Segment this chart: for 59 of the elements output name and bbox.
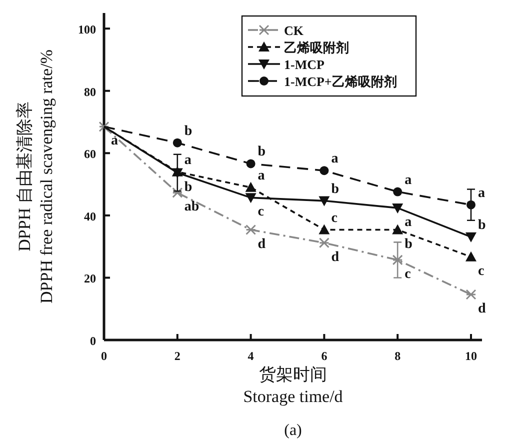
y-tick-label: 100 bbox=[78, 22, 96, 37]
point bbox=[172, 138, 182, 148]
x-tick-label: 6 bbox=[321, 349, 328, 363]
annotation: a bbox=[478, 186, 485, 201]
annotation: c bbox=[258, 204, 264, 220]
annotation: d bbox=[331, 250, 340, 265]
y-tick-label: 0 bbox=[90, 334, 96, 348]
point bbox=[245, 182, 256, 192]
point bbox=[320, 166, 329, 176]
annotation: a bbox=[404, 214, 412, 230]
point bbox=[393, 187, 402, 196]
legend-label: CK bbox=[284, 23, 304, 38]
annotation: a bbox=[111, 134, 118, 149]
legend-label: 1-MCP bbox=[284, 57, 324, 72]
annotation: b bbox=[331, 182, 340, 197]
x-tick-label: 0 bbox=[101, 349, 107, 363]
legend-label: 1-MCP+乙烯吸附剂 bbox=[284, 74, 397, 89]
point bbox=[465, 232, 476, 242]
y-tick-label: 40 bbox=[84, 209, 96, 224]
annotation: b bbox=[258, 144, 266, 160]
annotation: d bbox=[478, 302, 486, 317]
point bbox=[318, 238, 330, 248]
annotation: c bbox=[404, 266, 411, 282]
annotation: b bbox=[184, 124, 192, 139]
annotation: ab bbox=[184, 200, 200, 215]
annotation: a bbox=[184, 152, 192, 168]
annotation: a bbox=[404, 172, 412, 188]
legend-label: 乙烯吸附剂 bbox=[284, 40, 349, 55]
point bbox=[245, 193, 256, 204]
point bbox=[246, 224, 256, 236]
point bbox=[392, 224, 404, 234]
point bbox=[246, 159, 256, 168]
annotation: b bbox=[184, 180, 192, 195]
text: (a) bbox=[284, 422, 302, 439]
x-tick-label: 4 bbox=[248, 349, 254, 363]
x-tick-label: 8 bbox=[394, 349, 401, 363]
annotation: b bbox=[404, 236, 413, 252]
point bbox=[392, 254, 403, 266]
annotation: a bbox=[331, 152, 338, 167]
point bbox=[318, 224, 330, 234]
point bbox=[392, 203, 404, 214]
annotation: c bbox=[478, 264, 484, 279]
x-tick-label: 10 bbox=[464, 349, 477, 363]
annotation: d bbox=[258, 236, 266, 252]
annotation: c bbox=[331, 210, 338, 226]
point bbox=[466, 200, 476, 210]
point bbox=[172, 187, 183, 198]
point bbox=[465, 251, 476, 262]
annotation: b bbox=[478, 218, 486, 233]
point bbox=[466, 289, 476, 300]
y-tick-label: 80 bbox=[84, 84, 96, 99]
y-axis-title: DPPH 自由基清除率 DPPH free radical scavenging rate/% bbox=[15, 50, 56, 304]
x-axis-title: 货架时间 Storage time/d bbox=[243, 365, 344, 406]
x-tick-label: 2 bbox=[174, 349, 180, 363]
annotation: a bbox=[258, 168, 265, 184]
point bbox=[98, 121, 110, 132]
y-tick-label: 20 bbox=[84, 272, 96, 286]
y-tick-label: 60 bbox=[84, 147, 96, 162]
point bbox=[318, 196, 330, 206]
